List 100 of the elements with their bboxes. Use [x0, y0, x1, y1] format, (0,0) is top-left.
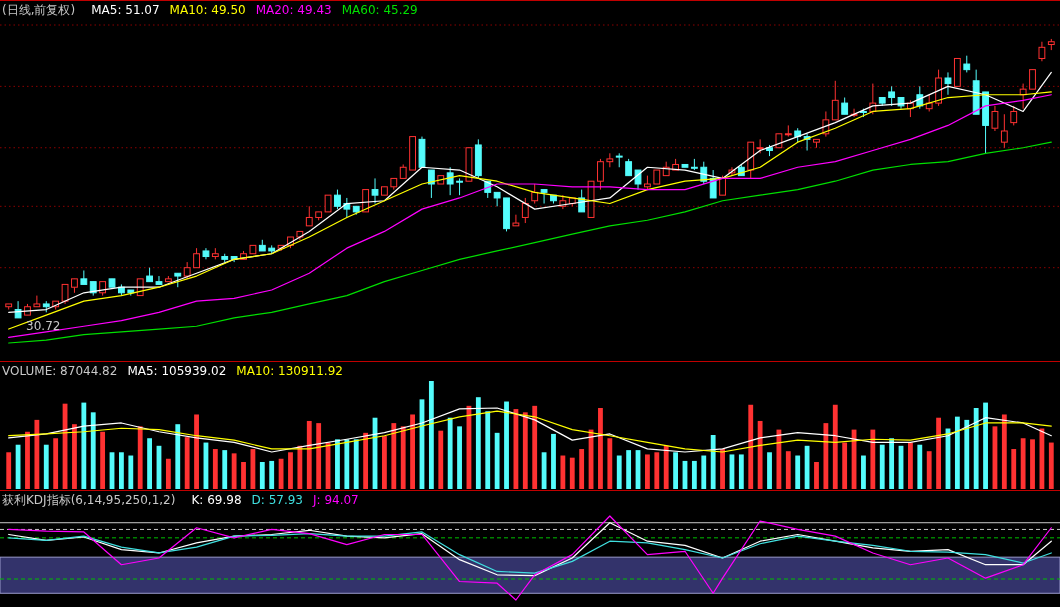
bar [297, 445, 303, 489]
bar [1011, 449, 1017, 489]
bar [43, 444, 49, 489]
bar [194, 414, 199, 489]
bar [344, 439, 350, 489]
candlestick [1029, 69, 1036, 90]
bar [579, 449, 585, 489]
bar [701, 455, 707, 489]
bar [626, 450, 632, 489]
bar [1020, 438, 1026, 489]
bar [81, 402, 87, 489]
text: MA10: 130911.92 [236, 364, 343, 378]
candlestick [493, 191, 501, 207]
bar [72, 424, 77, 489]
bar [832, 404, 838, 489]
bar [616, 455, 622, 489]
bar [6, 452, 12, 489]
bar [1039, 428, 1045, 489]
bar [147, 438, 152, 489]
bar [973, 408, 979, 489]
bar [785, 451, 791, 489]
bar [842, 442, 848, 489]
bar [776, 429, 782, 489]
bar [710, 435, 716, 489]
bar [1048, 442, 1054, 489]
candlestick [427, 169, 435, 199]
bar [936, 417, 941, 489]
candlestick [719, 175, 726, 196]
bar [212, 449, 218, 489]
candlestick [305, 205, 313, 227]
bar [954, 416, 960, 489]
bar [53, 438, 59, 489]
candlestick [531, 183, 539, 205]
bar [663, 445, 669, 489]
candlestick [512, 214, 520, 227]
bar [278, 458, 284, 489]
bar [231, 453, 237, 489]
candlestick [784, 124, 792, 138]
bar [34, 419, 40, 489]
bar [964, 419, 970, 489]
bar [720, 449, 725, 489]
bar [908, 442, 913, 489]
bar [814, 462, 819, 489]
bar [504, 401, 509, 489]
candlestick [155, 275, 163, 285]
bar [738, 454, 744, 489]
bar [428, 381, 434, 489]
bar [353, 439, 359, 489]
bar [889, 438, 895, 489]
bar [335, 439, 340, 489]
candlestick [831, 80, 839, 121]
candlestick [1038, 41, 1046, 62]
text: VOLUME: 87044.82 [2, 364, 118, 378]
bar [870, 429, 876, 489]
bar [15, 444, 21, 489]
text: K: 69.98 [191, 493, 242, 507]
bar [522, 412, 528, 489]
chart-title: (日线,前复权) [2, 3, 76, 17]
bar [804, 445, 810, 489]
bar [569, 457, 575, 489]
candlestick [944, 71, 952, 96]
bar [119, 452, 124, 489]
bar [250, 449, 256, 489]
bar [438, 430, 444, 489]
candlestick [61, 283, 69, 305]
text: MA20: 49.43 [255, 3, 332, 17]
bar [222, 450, 228, 489]
bar [861, 455, 866, 489]
candlestick [14, 300, 22, 319]
bar [926, 451, 932, 489]
bar [165, 458, 171, 489]
bar [400, 426, 406, 489]
candlestick [193, 247, 200, 269]
bar [391, 423, 397, 489]
bar [645, 454, 650, 489]
bar [795, 455, 801, 489]
bar [757, 420, 763, 489]
bar [288, 452, 293, 489]
chart-title: 获利KDJ指标(6,14,95,250,1,2) [2, 493, 176, 507]
bar [748, 404, 754, 489]
bar [259, 462, 265, 489]
bar [475, 397, 481, 489]
bar [1030, 439, 1035, 489]
text: MA60: 45.29 [341, 3, 418, 17]
bar [137, 426, 143, 489]
candlestick [334, 189, 341, 210]
bar [363, 432, 369, 489]
candlestick [991, 105, 999, 132]
candlestick [888, 85, 896, 107]
bar [241, 462, 246, 489]
bar [184, 437, 190, 489]
bar [513, 409, 519, 489]
bar [879, 444, 885, 489]
bar [917, 444, 923, 489]
bar [673, 452, 678, 489]
candlestick [756, 138, 764, 154]
bar [767, 452, 772, 489]
bar [1001, 414, 1007, 489]
bar [541, 452, 547, 489]
bar [316, 423, 322, 489]
